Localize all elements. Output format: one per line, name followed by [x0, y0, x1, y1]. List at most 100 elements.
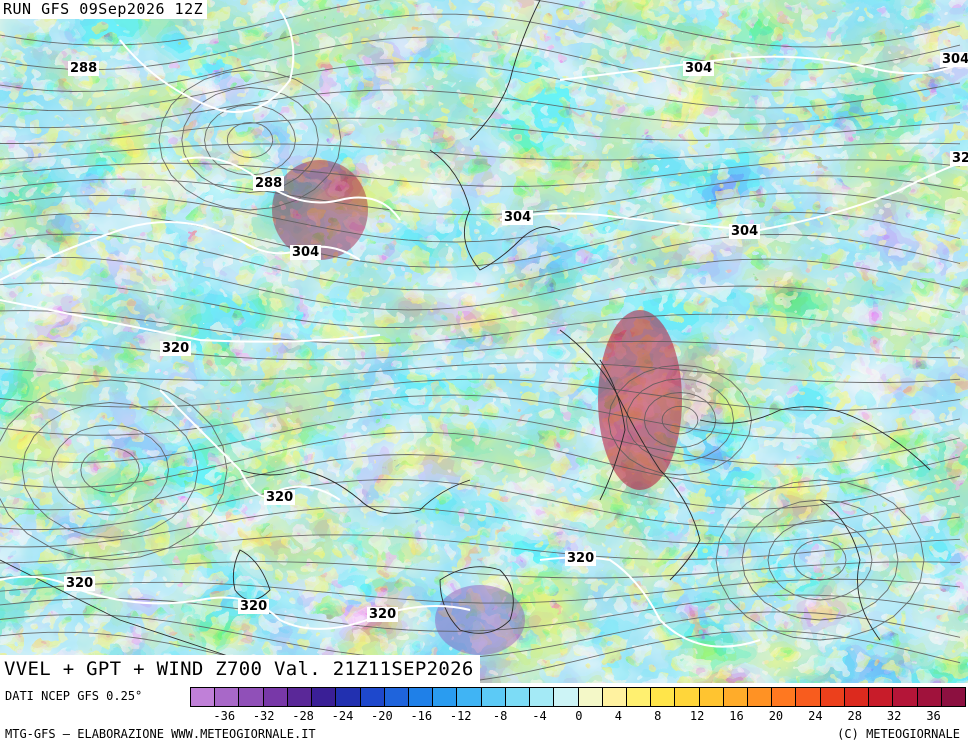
streamline	[0, 479, 961, 530]
contour-label: 304	[729, 224, 761, 239]
colorbar-tick-label: -32	[252, 709, 275, 723]
streamline	[0, 534, 961, 564]
coastlines	[0, 0, 931, 661]
run-title: RUN GFS 09Sep2026 12Z	[0, 0, 208, 19]
colorbar-swatch	[602, 688, 627, 706]
contour-label: 304	[290, 245, 322, 260]
colorbar-tick-label: 20	[768, 709, 784, 723]
streamline	[226, 122, 274, 158]
colorbar-swatch	[530, 688, 555, 706]
contour-label: 320	[950, 151, 968, 166]
product-title: VVEL + GPT + WIND Z700 Val. 21Z11SEP2026	[0, 655, 480, 683]
colorbar-swatch	[433, 688, 458, 706]
streamline	[661, 405, 699, 435]
uplift-core	[598, 310, 682, 490]
uplift-core-south	[435, 585, 525, 655]
colorbar-tick-label: -20	[371, 709, 393, 723]
colorbar-tick-label: -16	[410, 709, 433, 723]
colorbar-swatch	[626, 688, 652, 706]
streamline	[0, 233, 961, 291]
colorbar-swatch	[191, 688, 216, 706]
streamline	[625, 378, 735, 462]
streamline	[0, 378, 961, 412]
streamline	[158, 69, 342, 211]
colorbar-swatch	[651, 688, 676, 706]
streamline	[0, 379, 228, 561]
colorbar-tick-label: 4	[614, 709, 622, 723]
streamline	[741, 499, 899, 621]
colorbar-tick-label: -36	[213, 709, 236, 723]
colorbar-tick-label: 8	[654, 709, 662, 723]
colorbar-swatch	[239, 688, 264, 706]
wind-streamlines	[0, 0, 961, 683]
colorbar-swatch	[844, 688, 870, 706]
colorbar-swatch	[336, 688, 361, 706]
credit-website: MTG-GFS — ELABORAZIONE WWW.METEOGIORNALE…	[5, 727, 316, 741]
contour-label: 320	[565, 551, 597, 566]
field-detail	[0, 0, 968, 683]
contour-label: 320	[160, 341, 192, 356]
streamline	[0, 192, 961, 243]
colorbar-swatch	[408, 688, 434, 706]
streamline	[0, 282, 961, 328]
colorbar-tick-label: -28	[292, 709, 314, 723]
streamline	[21, 402, 199, 538]
streamline	[80, 447, 140, 493]
streamline	[0, 256, 961, 311]
streamline	[0, 412, 961, 465]
map-footer: DATI NCEP GFS 0.25° MTG-GFS — ELABORAZIO…	[0, 683, 968, 745]
colorbar-swatch	[893, 688, 918, 706]
colorbar-swatch	[457, 688, 482, 706]
streamline	[0, 454, 961, 511]
colorbar-swatch	[287, 688, 313, 706]
streamline	[0, 36, 961, 92]
streamline	[767, 519, 873, 601]
contour-label: 288	[253, 176, 285, 191]
colorbar-tick-label: 36	[926, 709, 941, 723]
colorbar-tick-label: 0	[575, 709, 583, 723]
streamline	[0, 310, 961, 345]
colorbar-swatch	[675, 688, 700, 706]
colorbar-swatch	[748, 688, 773, 706]
vertical-velocity-field	[0, 0, 968, 683]
colorbar-tick-label: -12	[449, 709, 472, 723]
streamline	[0, 394, 961, 439]
colorbar-swatch	[384, 688, 409, 706]
streamline	[0, 578, 961, 604]
colorbar-swatch	[263, 688, 288, 706]
streamline	[0, 175, 961, 216]
uplift-core-north	[272, 160, 368, 260]
streamline	[204, 104, 296, 176]
contour-label: 304	[940, 52, 968, 67]
streamline	[0, 630, 961, 683]
contour-label: 320	[238, 599, 270, 614]
streamline	[0, 561, 961, 579]
colorbar-tick-label: 28	[847, 709, 862, 723]
streamline	[715, 479, 925, 641]
streamline	[0, 159, 961, 187]
contour-label: 320	[367, 607, 399, 622]
streamline	[643, 392, 717, 448]
colorbar-swatch	[554, 688, 579, 706]
colorbar-tick-label: 24	[808, 709, 823, 723]
contour-label: 320	[264, 490, 296, 505]
colorbar-tick-label: -8	[492, 709, 508, 723]
colorbar-tick-label: -24	[331, 709, 354, 723]
contour-label: 288	[68, 61, 100, 76]
colorbar-tick-label: 12	[689, 709, 705, 723]
colorbar-swatch	[869, 688, 894, 706]
colorbar-swatch	[481, 688, 506, 706]
contour-label: 304	[502, 210, 534, 225]
streamline	[0, 611, 961, 660]
colorbar-swatch	[796, 688, 821, 706]
colorbar-tick-label: -4	[532, 709, 547, 723]
colorbar-swatch	[941, 688, 965, 706]
colorbar-swatch	[312, 688, 337, 706]
streamline	[793, 539, 847, 581]
weather-map: 288 304 304 288 304 304 304 320 320 320 …	[0, 0, 968, 683]
colorbar-swatch	[505, 688, 531, 706]
streamline	[0, 362, 961, 383]
data-source-label: DATI NCEP GFS 0.25°	[5, 689, 143, 703]
credit-copyright: (C) METEOGIORNALE	[837, 727, 960, 741]
colorbar-swatch	[820, 688, 845, 706]
